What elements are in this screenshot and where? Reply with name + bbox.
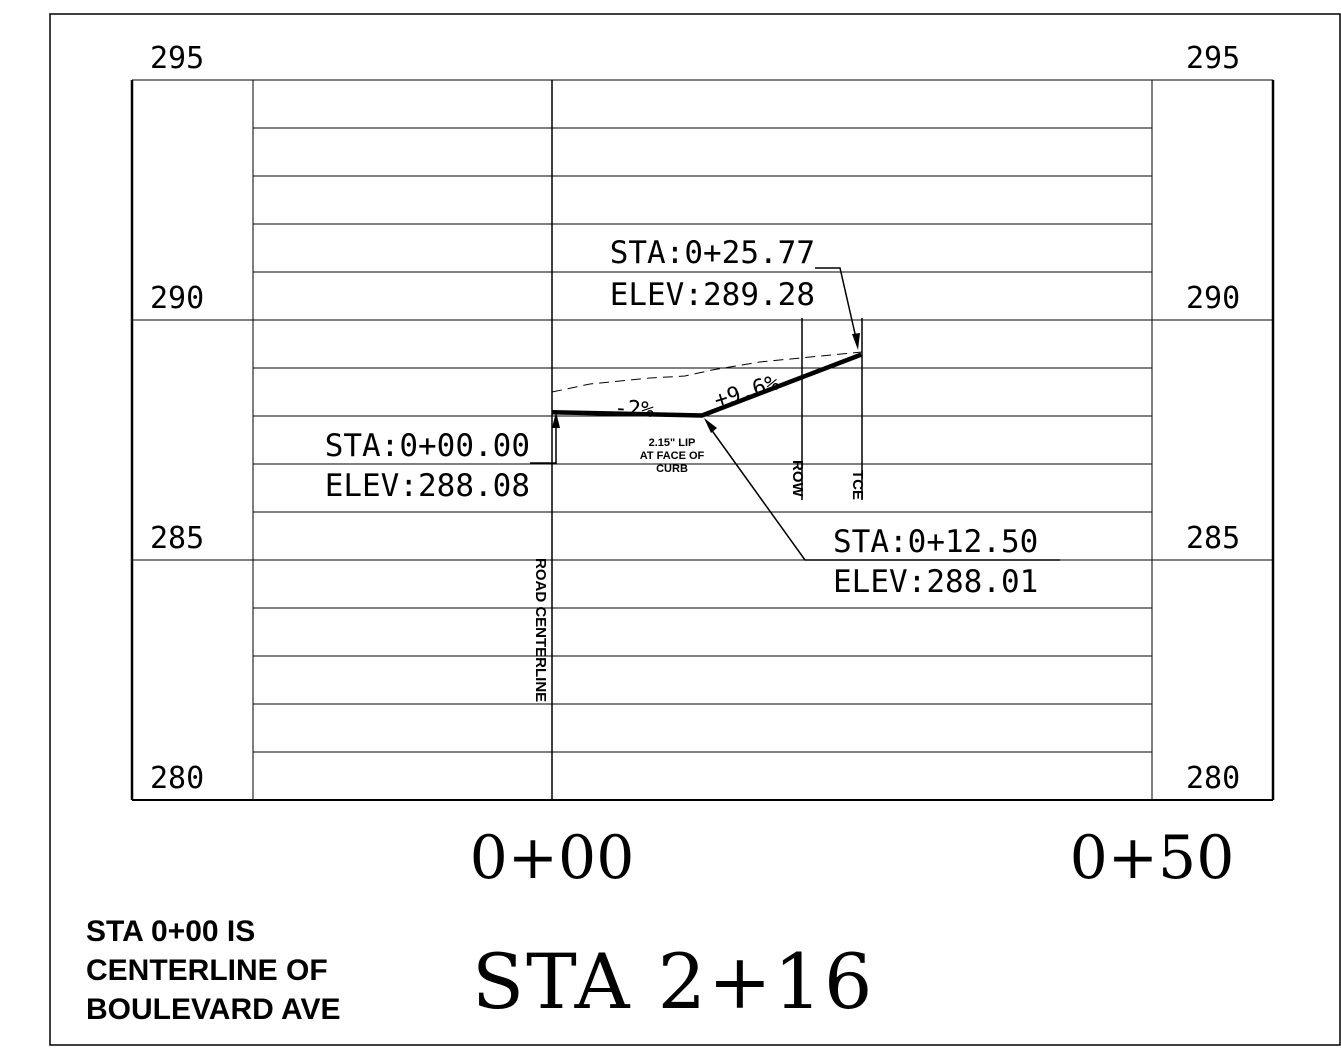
station-label-start: 0+00 bbox=[470, 823, 635, 893]
callout-curb-elev: ELEV:288.01 bbox=[833, 564, 1038, 600]
leader-centerline bbox=[530, 412, 560, 464]
callout-centerline-sta: STA:0+00.00 bbox=[325, 428, 530, 464]
road-centerline-label: ROAD CENTERLINE bbox=[532, 558, 549, 702]
lip-note-line3: CURB bbox=[656, 463, 688, 475]
elev-label-285-left: 285 bbox=[150, 521, 204, 556]
elevation-grid bbox=[130, 79, 1275, 801]
sheet-title: STA 2+16 bbox=[472, 937, 874, 1026]
elev-label-280-right: 280 bbox=[1186, 761, 1240, 796]
proposed-profile-line bbox=[551, 352, 863, 418]
elev-label-285-right: 285 bbox=[1186, 521, 1240, 556]
callout-tce-elev: ELEV:289.28 bbox=[610, 277, 815, 313]
leader-curb bbox=[704, 418, 1060, 561]
leader-tce bbox=[815, 267, 860, 350]
elev-label-280-left: 280 bbox=[150, 761, 204, 796]
elev-label-295-left: 295 bbox=[150, 41, 204, 76]
station-label-end: 0+50 bbox=[1070, 823, 1235, 893]
elev-label-290-right: 290 bbox=[1186, 281, 1240, 316]
slope-label-back: +9.6% bbox=[711, 370, 782, 413]
note-line1: STA 0+00 IS bbox=[86, 915, 255, 948]
tce-label: TCE bbox=[849, 470, 866, 500]
callout-curb-sta: STA:0+12.50 bbox=[833, 524, 1038, 560]
elev-label-295-right: 295 bbox=[1186, 41, 1240, 76]
note-line2: CENTERLINE OF bbox=[86, 954, 328, 987]
lip-note-line1: 2.15" LIP bbox=[649, 437, 696, 449]
elev-label-290-left: 290 bbox=[150, 281, 204, 316]
lip-note-line2: AT FACE OF bbox=[640, 450, 705, 462]
note-line3: BOULEVARD AVE bbox=[86, 993, 340, 1026]
slope-label-cross: -2% bbox=[614, 396, 655, 423]
sheet-border bbox=[49, 13, 1341, 1046]
row-label: ROW bbox=[789, 460, 806, 498]
callout-tce-sta: STA:0+25.77 bbox=[610, 235, 815, 271]
callout-centerline-elev: ELEV:288.08 bbox=[325, 468, 530, 504]
existing-ground-line bbox=[551, 351, 863, 393]
